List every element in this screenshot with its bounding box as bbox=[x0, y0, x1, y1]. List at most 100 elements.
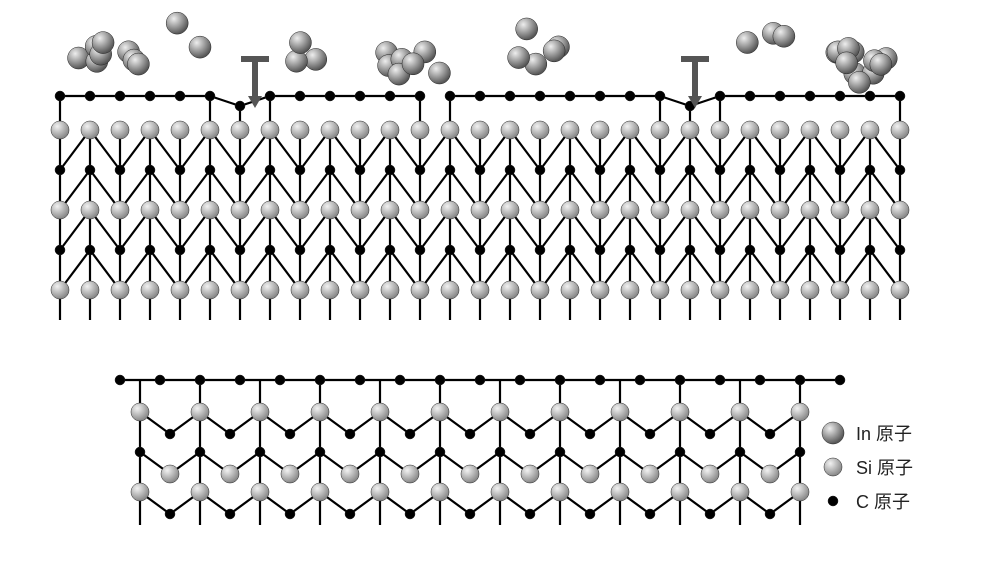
c-atom bbox=[235, 245, 245, 255]
c-atom bbox=[395, 375, 405, 385]
c-atom bbox=[865, 165, 875, 175]
si-atom bbox=[191, 483, 209, 501]
si-atom bbox=[51, 281, 69, 299]
si-atom bbox=[581, 465, 599, 483]
si-atom bbox=[191, 403, 209, 421]
si-atom bbox=[111, 281, 129, 299]
c-atom bbox=[715, 165, 725, 175]
si-atom bbox=[311, 403, 329, 421]
c-atom bbox=[325, 91, 335, 101]
si-atom bbox=[201, 281, 219, 299]
si-atom bbox=[591, 121, 609, 139]
c-atom bbox=[175, 91, 185, 101]
c-atom bbox=[755, 375, 765, 385]
si-atom bbox=[731, 483, 749, 501]
si-atom bbox=[611, 403, 629, 421]
si-atom bbox=[231, 201, 249, 219]
si-atom bbox=[141, 201, 159, 219]
c-atom bbox=[355, 165, 365, 175]
si-atom bbox=[351, 121, 369, 139]
si-atom bbox=[431, 483, 449, 501]
si-atom bbox=[711, 201, 729, 219]
si-atom bbox=[401, 465, 419, 483]
c-atom bbox=[205, 245, 215, 255]
c-atom bbox=[295, 245, 305, 255]
c-atom bbox=[55, 165, 65, 175]
si-atom bbox=[771, 281, 789, 299]
si-atom bbox=[521, 465, 539, 483]
c-atom bbox=[775, 165, 785, 175]
si-atom bbox=[471, 281, 489, 299]
c-atom bbox=[145, 91, 155, 101]
si-atom bbox=[341, 465, 359, 483]
si-atom bbox=[411, 281, 429, 299]
c-atom bbox=[145, 165, 155, 175]
si-atom bbox=[111, 201, 129, 219]
c-atom bbox=[475, 375, 485, 385]
si-atom bbox=[531, 121, 549, 139]
c-atom bbox=[555, 447, 565, 457]
c-atom bbox=[585, 509, 595, 519]
legend-label: Si 原子 bbox=[856, 454, 913, 480]
c-atom bbox=[535, 91, 545, 101]
si-atom bbox=[771, 201, 789, 219]
c-atom bbox=[195, 447, 205, 457]
si-atom bbox=[861, 201, 879, 219]
c-atom bbox=[85, 91, 95, 101]
c-atom bbox=[795, 447, 805, 457]
c-atom bbox=[285, 429, 295, 439]
c-atom bbox=[765, 429, 775, 439]
si-atom bbox=[891, 281, 909, 299]
c-atom bbox=[385, 165, 395, 175]
c-atom bbox=[675, 375, 685, 385]
si-atom bbox=[801, 121, 819, 139]
c-atom bbox=[475, 91, 485, 101]
c-atom bbox=[165, 429, 175, 439]
si-atom bbox=[441, 281, 459, 299]
c-atom bbox=[325, 245, 335, 255]
c-atom bbox=[165, 509, 175, 519]
si-atom bbox=[141, 121, 159, 139]
si-atom bbox=[561, 121, 579, 139]
c-atom-icon bbox=[820, 488, 846, 514]
si-atom bbox=[531, 201, 549, 219]
c-atom bbox=[85, 165, 95, 175]
si-atom bbox=[681, 121, 699, 139]
legend-label: C 原子 bbox=[856, 488, 910, 514]
c-atom bbox=[595, 245, 605, 255]
c-atom bbox=[835, 245, 845, 255]
c-atom bbox=[475, 165, 485, 175]
si-atom bbox=[371, 403, 389, 421]
c-atom bbox=[675, 447, 685, 457]
c-atom bbox=[435, 375, 445, 385]
si-atom bbox=[861, 281, 879, 299]
c-atom bbox=[865, 245, 875, 255]
c-atom bbox=[635, 375, 645, 385]
c-atom bbox=[255, 447, 265, 457]
si-atom bbox=[891, 201, 909, 219]
si-atom bbox=[171, 201, 189, 219]
c-atom bbox=[295, 91, 305, 101]
c-atom bbox=[175, 245, 185, 255]
legend-label: In 原子 bbox=[856, 420, 912, 446]
si-atom bbox=[591, 201, 609, 219]
si-atom bbox=[801, 201, 819, 219]
si-atom bbox=[501, 201, 519, 219]
in-atom bbox=[773, 25, 795, 47]
in-atom bbox=[508, 47, 530, 69]
si-atom bbox=[381, 201, 399, 219]
si-atom bbox=[261, 201, 279, 219]
c-atom bbox=[315, 447, 325, 457]
c-atom bbox=[655, 165, 665, 175]
c-atom bbox=[715, 91, 725, 101]
si-atom bbox=[131, 483, 149, 501]
c-atom bbox=[445, 165, 455, 175]
si-atom bbox=[461, 465, 479, 483]
si-atom bbox=[471, 121, 489, 139]
si-atom bbox=[501, 121, 519, 139]
c-atom bbox=[195, 375, 205, 385]
in-atom bbox=[285, 50, 307, 72]
si-atom bbox=[81, 281, 99, 299]
si-atom bbox=[291, 281, 309, 299]
si-atom bbox=[381, 121, 399, 139]
